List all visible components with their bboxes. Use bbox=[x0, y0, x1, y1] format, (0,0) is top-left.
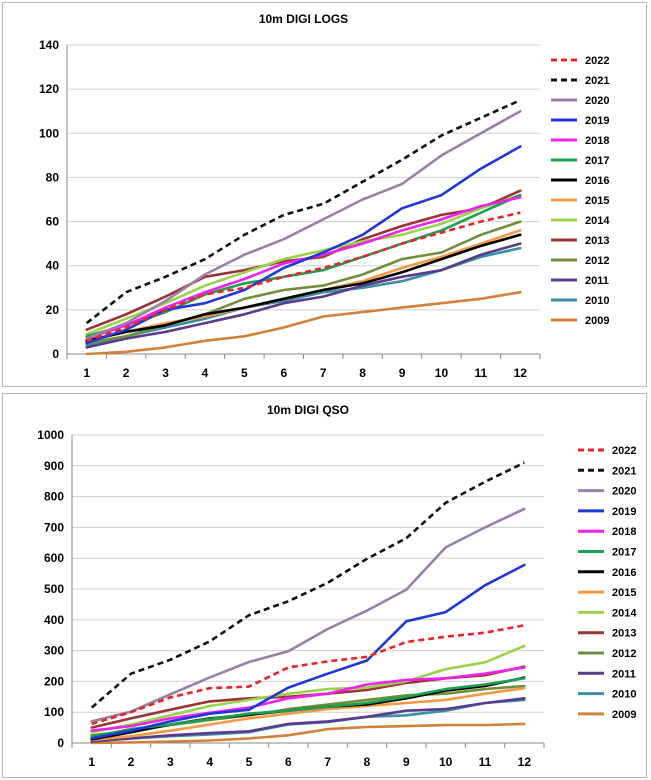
legend-label-2016: 2016 bbox=[612, 567, 636, 579]
x-tick-label: 12 bbox=[514, 366, 528, 380]
legend-label-2010: 2010 bbox=[612, 689, 636, 701]
x-tick-label: 6 bbox=[280, 366, 287, 380]
legend-label-2015: 2015 bbox=[612, 587, 636, 599]
legend-label-2017: 2017 bbox=[612, 547, 636, 559]
qso-chart-panel: 10m DIGI QSO 0 100 200 300 400 500 600 700 800 900… bbox=[2, 393, 647, 778]
legend-label-2010: 2010 bbox=[585, 295, 609, 307]
x-tick-label: 10 bbox=[439, 755, 453, 769]
y-tick-label: 80 bbox=[46, 170, 60, 184]
legend-label-2013: 2013 bbox=[612, 628, 636, 640]
series-line-2009 bbox=[85, 290, 522, 356]
x-tick-label: 1 bbox=[88, 755, 95, 769]
series-line-2017 bbox=[90, 676, 526, 739]
series-line-2022 bbox=[91, 624, 525, 726]
legend-label-2019: 2019 bbox=[585, 115, 609, 127]
legend-label-2021: 2021 bbox=[585, 75, 609, 87]
series-line-2021 bbox=[90, 461, 525, 709]
series-line-2012 bbox=[85, 220, 522, 345]
legend-label-2012: 2012 bbox=[585, 255, 609, 267]
legend-label-2009: 2009 bbox=[612, 709, 636, 721]
legend-label-2017: 2017 bbox=[585, 155, 609, 167]
x-tick-label: 7 bbox=[324, 755, 331, 769]
y-tick-label: 100 bbox=[44, 705, 64, 719]
legend-label-2015: 2015 bbox=[585, 195, 609, 207]
y-tick-label: 600 bbox=[44, 551, 64, 565]
legend-label-2021: 2021 bbox=[612, 465, 636, 477]
x-tick-label: 9 bbox=[403, 755, 410, 769]
y-tick-label: 700 bbox=[44, 520, 64, 534]
y-tick-label: 800 bbox=[44, 490, 64, 504]
series-line-2016 bbox=[85, 233, 522, 343]
x-tick-label: 8 bbox=[359, 366, 366, 380]
chart-title: 10m DIGI LOGS bbox=[259, 12, 348, 26]
legend-label-2018: 2018 bbox=[585, 135, 609, 147]
x-tick-label: 2 bbox=[123, 366, 130, 380]
x-tick-label: 11 bbox=[475, 366, 488, 380]
x-tick-label: 10 bbox=[435, 366, 449, 380]
x-tick-label: 9 bbox=[399, 366, 406, 380]
x-tick-label: 8 bbox=[364, 755, 371, 769]
series-line-2019 bbox=[85, 145, 522, 345]
legend-label-2014: 2014 bbox=[612, 607, 637, 619]
legend-label-2022: 2022 bbox=[585, 55, 609, 67]
y-tick-label: 400 bbox=[44, 613, 64, 627]
legend-label-2020: 2020 bbox=[585, 95, 609, 107]
series-line-2011 bbox=[85, 242, 522, 349]
x-tick-label: 3 bbox=[162, 366, 169, 380]
chart-title: 10m DIGI QSO bbox=[267, 403, 349, 417]
legend-label-2014: 2014 bbox=[585, 215, 610, 227]
series-line-2011 bbox=[90, 696, 526, 743]
legend-label-2012: 2012 bbox=[612, 648, 636, 660]
legend-label-2016: 2016 bbox=[585, 175, 609, 187]
legend-label-2019: 2019 bbox=[612, 506, 636, 518]
series-line-2020 bbox=[90, 507, 526, 723]
legend-label-2022: 2022 bbox=[612, 445, 636, 457]
series-line-2009 bbox=[90, 722, 526, 745]
legend-label-2011: 2011 bbox=[585, 275, 609, 287]
y-tick-label: 40 bbox=[46, 259, 60, 273]
qso-line-chart: 10m DIGI QSO 0 100 200 300 400 500 600 700 800 900… bbox=[37, 403, 637, 769]
y-tick-label: 20 bbox=[46, 303, 60, 317]
y-tick-label: 200 bbox=[44, 674, 64, 688]
series-line-2010 bbox=[85, 246, 522, 347]
y-tick-label: 0 bbox=[52, 347, 59, 361]
y-tick-label: 500 bbox=[44, 582, 64, 596]
y-tick-label: 100 bbox=[39, 126, 59, 140]
x-tick-label: 7 bbox=[320, 366, 327, 380]
x-tick-label: 3 bbox=[167, 755, 174, 769]
x-tick-label: 1 bbox=[83, 366, 90, 380]
series-line-2018 bbox=[90, 666, 526, 733]
y-tick-label: 300 bbox=[44, 644, 64, 658]
x-tick-label: 6 bbox=[285, 755, 292, 769]
legend-label-2020: 2020 bbox=[612, 486, 636, 498]
legend-label-2011: 2011 bbox=[612, 668, 636, 680]
legend-label-2013: 2013 bbox=[585, 235, 609, 247]
x-tick-label: 5 bbox=[241, 366, 248, 380]
y-tick-label: 900 bbox=[44, 459, 64, 473]
legend-label-2018: 2018 bbox=[612, 526, 636, 538]
logs-chart-panel: 10m DIGI LOGS 0 20 40 60 80 100 120 140 1 2 3 4 5 6 7 8 9… bbox=[2, 2, 647, 387]
x-tick-label: 12 bbox=[518, 755, 532, 769]
y-tick-label: 120 bbox=[39, 82, 59, 96]
x-tick-label: 4 bbox=[202, 366, 209, 380]
y-tick-label: 0 bbox=[57, 736, 64, 750]
series-line-2015 bbox=[90, 686, 526, 742]
legend-label-2009: 2009 bbox=[585, 315, 609, 327]
y-tick-label: 1000 bbox=[37, 428, 64, 442]
series-line-2020 bbox=[85, 109, 522, 340]
x-tick-label: 5 bbox=[246, 755, 253, 769]
x-tick-label: 11 bbox=[479, 755, 492, 769]
x-tick-label: 2 bbox=[128, 755, 135, 769]
series-line-2021 bbox=[85, 99, 521, 325]
y-tick-label: 60 bbox=[46, 215, 60, 229]
series-line-2014 bbox=[90, 644, 526, 734]
series-line-2019 bbox=[90, 563, 526, 740]
x-tick-label: 4 bbox=[206, 755, 213, 769]
y-tick-label: 140 bbox=[39, 38, 59, 52]
